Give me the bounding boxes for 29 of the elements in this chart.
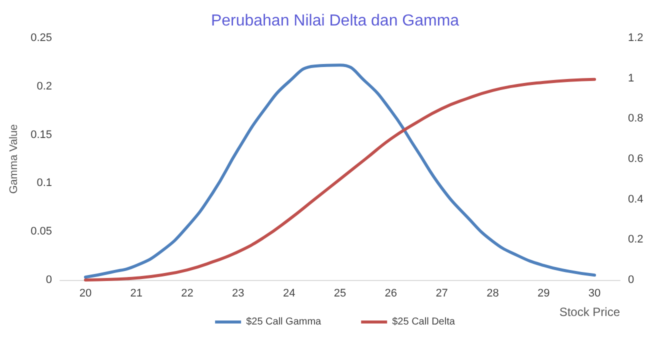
x-tick-label: 27 <box>436 288 448 300</box>
x-tick-label: 21 <box>130 288 142 300</box>
y2-tick-label: 0.2 <box>628 234 644 246</box>
x-tick-label: 23 <box>232 288 244 300</box>
y2-tick-label: 0.8 <box>628 112 644 125</box>
x-tick-label: 24 <box>282 288 296 300</box>
y-tick-label: 0.1 <box>36 177 52 190</box>
legend-label: $25 Call Delta <box>392 316 456 328</box>
y2-tick-label: 0.6 <box>628 153 644 165</box>
y2-tick-label: 1 <box>628 72 634 84</box>
y-tick-label: 0.25 <box>30 32 52 44</box>
y-tick-label: 0 <box>46 274 52 286</box>
x-tick-label: 30 <box>588 288 601 300</box>
y-tick-label: 0.05 <box>30 226 52 238</box>
x-tick-label: 29 <box>538 288 550 300</box>
chart-title: Perubahan Nilai Delta dan Gamma <box>210 12 460 30</box>
x-tick-label: 25 <box>334 288 346 300</box>
x-tick-label: 26 <box>384 288 398 300</box>
y2-tick-label: 0 <box>628 274 634 286</box>
y2-tick-label: 0.4 <box>628 193 644 206</box>
y-tick-label: 0.2 <box>36 80 52 92</box>
x-axis-title: Stock Price <box>559 305 620 319</box>
x-tick-label: 28 <box>486 288 499 300</box>
y-axis-title: Gamma Value <box>8 124 20 194</box>
y-tick-label: 0.15 <box>30 128 52 141</box>
x-tick-label: 20 <box>79 288 92 300</box>
y2-tick-label: 1.2 <box>628 32 644 44</box>
x-tick-label: 22 <box>181 288 194 300</box>
legend-label: $25 Call Gamma <box>246 316 322 328</box>
